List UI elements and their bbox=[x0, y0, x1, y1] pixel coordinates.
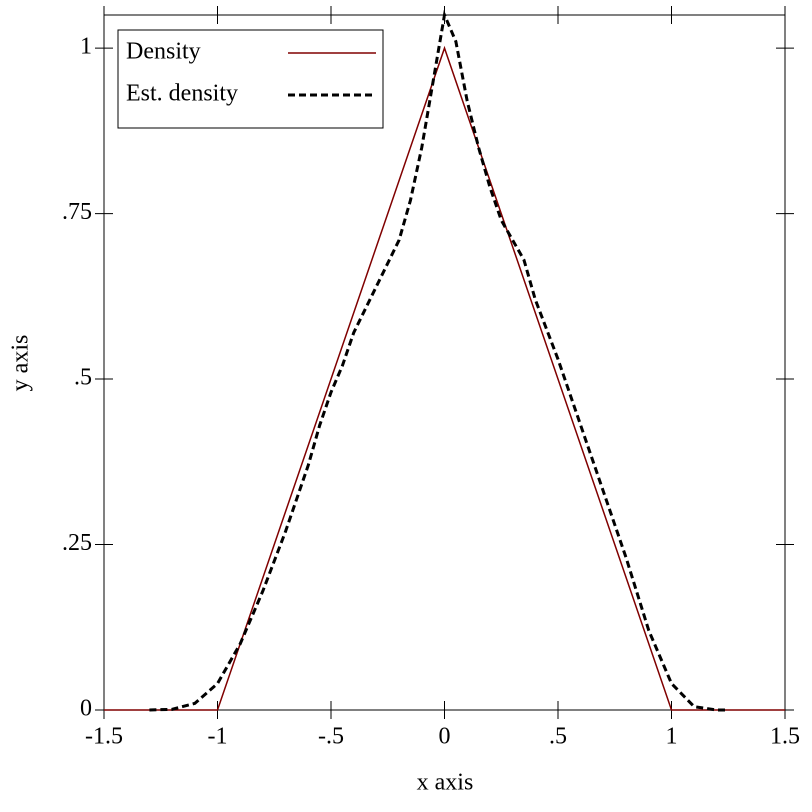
x-tick-label: -.5 bbox=[318, 724, 344, 750]
x-tick-label: 1 bbox=[666, 724, 678, 750]
y-tick-label: 1 bbox=[80, 34, 92, 60]
legend-label: Est. density bbox=[126, 81, 238, 107]
x-tick-label: 0 bbox=[439, 724, 451, 750]
legend-box bbox=[117, 29, 384, 129]
legend-label: Density bbox=[126, 39, 201, 65]
series-line bbox=[104, 45, 785, 711]
x-tick-label: -1 bbox=[208, 724, 228, 750]
y-tick-label: .5 bbox=[74, 365, 92, 391]
x-axis-label: x axis bbox=[417, 770, 474, 796]
series-line bbox=[149, 9, 729, 712]
y-tick-label: 0 bbox=[80, 696, 92, 722]
x-tick-label: -1.5 bbox=[85, 724, 123, 750]
y-axis-label: y axis bbox=[8, 335, 34, 392]
x-tick-label: 1.5 bbox=[770, 724, 800, 750]
y-tick-label: .75 bbox=[62, 199, 92, 225]
y-tick-label: .25 bbox=[62, 530, 92, 556]
x-tick-label: .5 bbox=[549, 724, 567, 750]
